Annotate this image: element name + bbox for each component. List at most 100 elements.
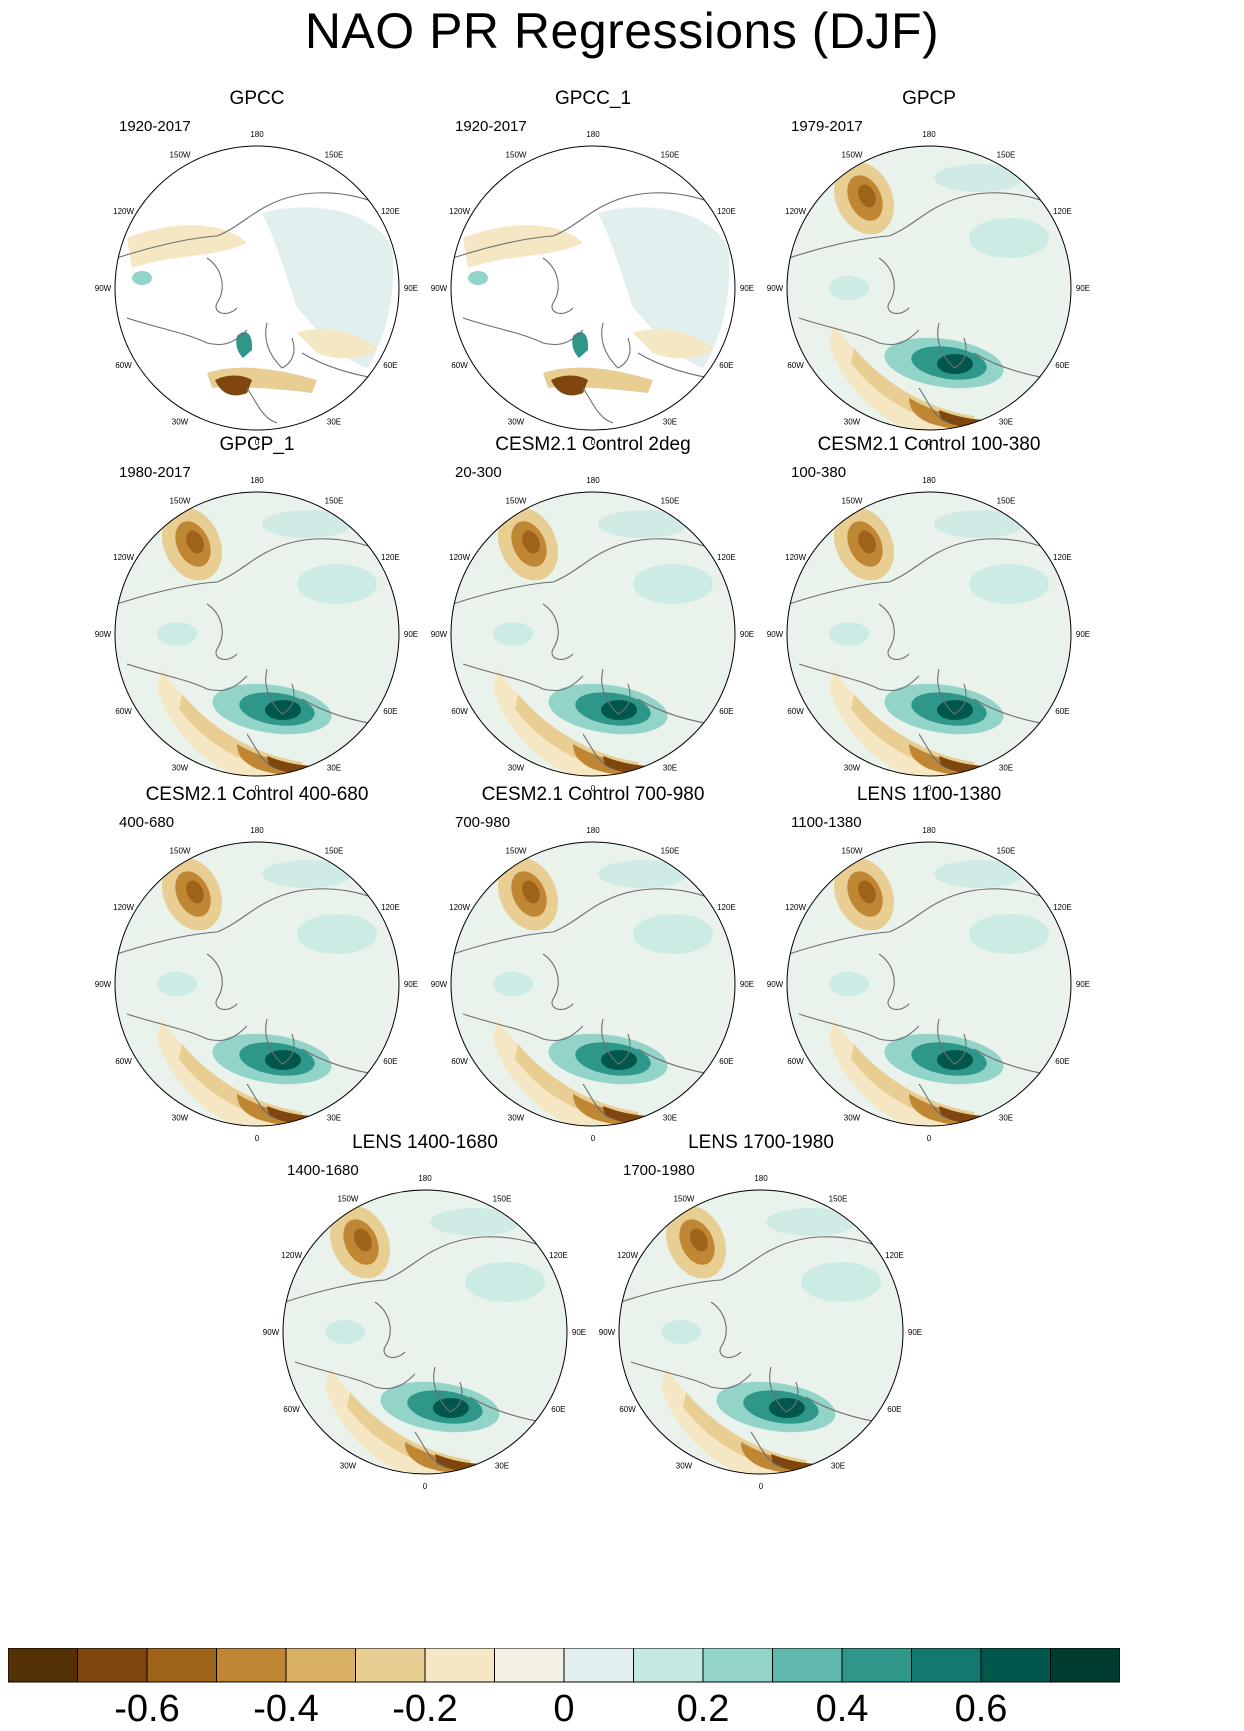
map-panel: GPCC_1 1920-2017 180 150E 120E 90E 60E 30E 0 30W 6… (423, 88, 763, 458)
longitude-label: 0 (423, 1482, 428, 1491)
panel-title: GPCC (229, 88, 285, 109)
colorbar-segment (424, 1648, 495, 1683)
panel-title: LENS 1400-1680 (352, 1132, 498, 1153)
longitude-label: 30W (844, 1113, 861, 1122)
longitude-label: 90E (572, 1328, 586, 1337)
longitude-label: 30E (327, 1113, 341, 1122)
longitude-label: 180 (250, 826, 264, 835)
longitude-label: 30E (495, 1461, 509, 1470)
longitude-label: 120W (281, 1251, 302, 1260)
panel-period: 1400-1680 (287, 1162, 359, 1179)
longitude-label: 120E (381, 553, 400, 562)
longitude-label: 0 (927, 784, 932, 793)
longitude-label: 0 (759, 1482, 764, 1491)
longitude-label: 180 (754, 1174, 768, 1183)
longitude-label: 60W (787, 361, 804, 370)
longitude-label: 60W (115, 707, 132, 716)
longitude-label: 150W (506, 497, 527, 506)
polar-map: 180 150E 120E 90E 60E 30E 0 30W 60W 90W 120W 150W (431, 476, 754, 793)
longitude-label: 90E (1076, 630, 1090, 639)
regression-field (115, 492, 399, 776)
longitude-label: 60W (451, 707, 468, 716)
longitude-label: 30W (172, 1113, 189, 1122)
colorbar-segment (355, 1648, 426, 1683)
longitude-label: 150E (997, 497, 1016, 506)
longitude-label: 30W (844, 763, 861, 772)
map-panel: GPCP 1979-2017 180 150E 120E 90E 60E 30E 0 30W 60W… (759, 88, 1099, 458)
map-boundary (450, 841, 736, 1127)
colorbar-segment (841, 1648, 912, 1683)
panel-period: 700-980 (455, 814, 511, 831)
longitude-label: 60E (719, 707, 733, 716)
longitude-label: 150W (842, 497, 863, 506)
longitude-label: 0 (591, 1134, 596, 1143)
longitude-label: 90E (1076, 980, 1090, 989)
longitude-label: 120E (717, 903, 736, 912)
longitude-label: 150W (170, 847, 191, 856)
longitude-label: 30W (172, 417, 189, 426)
colorbar-tick-label: 0.6 (954, 1688, 1008, 1730)
longitude-label: 120W (785, 903, 806, 912)
colorbar (8, 1648, 1120, 1683)
regression-field (115, 146, 399, 430)
colorbar-segment (633, 1648, 704, 1683)
longitude-label: 150E (661, 847, 680, 856)
longitude-label: 180 (922, 130, 936, 139)
regression-field (451, 492, 735, 776)
colorbar-segment (563, 1648, 634, 1683)
longitude-label: 120E (717, 553, 736, 562)
regression-field (115, 842, 399, 1126)
panel-period: 1700-1980 (623, 1162, 695, 1179)
longitude-label: 0 (255, 1134, 260, 1143)
figure-title: NAO PR Regressions (DJF) (304, 3, 940, 59)
longitude-label: 90W (767, 630, 784, 639)
panel-period: 1920-2017 (119, 118, 191, 135)
longitude-label: 60E (719, 1057, 733, 1066)
map-panel: CESM2.1 Control 700-980 700-980 180 150E 120… (423, 784, 763, 1154)
map-panel: CESM2.1 Control 2deg 20-300 180 150E 120E 90E… (423, 434, 763, 804)
map-panel: LENS 1700-1980 1700-1980 180 150E 120E 90E 60E… (591, 1132, 931, 1502)
longitude-label: 150E (325, 847, 344, 856)
longitude-label: 60W (115, 1057, 132, 1066)
regression-field (787, 492, 1071, 776)
panel-title: CESM2.1 Control 700-980 (481, 784, 705, 805)
longitude-label: 30W (844, 417, 861, 426)
longitude-label: 180 (418, 1174, 432, 1183)
longitude-label: 180 (250, 476, 264, 485)
longitude-label: 120W (617, 1251, 638, 1260)
longitude-label: 120W (785, 207, 806, 216)
longitude-label: 90E (740, 980, 754, 989)
panel-period: 400-680 (119, 814, 175, 831)
map-panel: GPCC 1920-2017 180 150E 120E 90E 60E 30E 0 30W 60W… (87, 88, 427, 458)
longitude-label: 120W (449, 903, 470, 912)
longitude-label: 150E (493, 1195, 512, 1204)
polar-map: 180 150E 120E 90E 60E 30E 0 30W 60W 90W 120W 150W (95, 476, 418, 793)
colorbar-tick-label: -0.2 (392, 1688, 458, 1730)
longitude-label: 90W (431, 630, 448, 639)
panel-title: GPCP_1 (219, 434, 295, 455)
longitude-label: 180 (922, 826, 936, 835)
longitude-label: 150W (170, 497, 191, 506)
longitude-label: 120W (113, 553, 134, 562)
map-boundary (450, 145, 736, 431)
map-boundary (114, 145, 400, 431)
longitude-label: 30E (999, 763, 1013, 772)
polar-map: 180 150E 120E 90E 60E 30E 0 30W 60W 90W 120W 150W (95, 826, 418, 1143)
panel-period: 1920-2017 (455, 118, 527, 135)
colorbar-tick-label: 0.4 (815, 1688, 869, 1730)
longitude-label: 90E (404, 630, 418, 639)
map-boundary (282, 1189, 568, 1475)
longitude-label: 60W (115, 361, 132, 370)
panel-title: CESM2.1 Control 400-680 (145, 784, 369, 805)
colorbar-segment (772, 1648, 843, 1683)
longitude-label: 0 (255, 784, 260, 793)
longitude-label: 30E (999, 1113, 1013, 1122)
longitude-label: 90W (767, 284, 784, 293)
polar-map: 180 150E 120E 90E 60E 30E 0 30W 60W 90W 120W 150W (767, 826, 1090, 1143)
panel-period: 1979-2017 (791, 118, 863, 135)
longitude-label: 60W (787, 707, 804, 716)
longitude-label: 60W (451, 1057, 468, 1066)
panel-period: 1980-2017 (119, 464, 191, 481)
longitude-label: 30W (508, 1113, 525, 1122)
longitude-label: 150E (661, 497, 680, 506)
